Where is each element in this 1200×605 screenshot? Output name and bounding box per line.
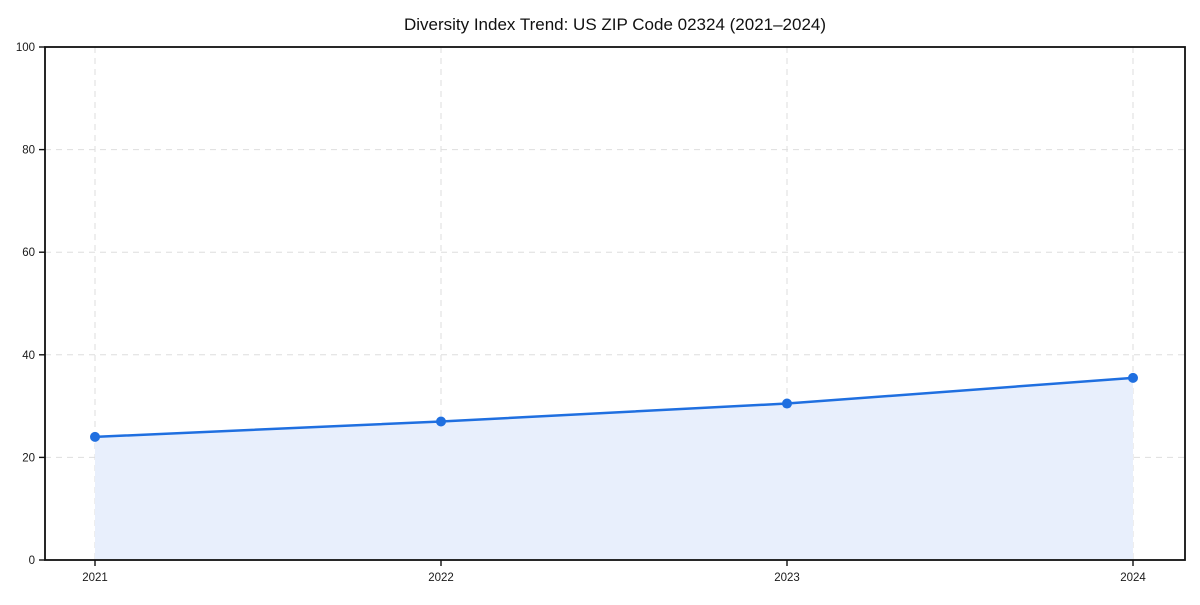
plot-border bbox=[44, 46, 1186, 561]
x-tick-label: 2022 bbox=[428, 572, 454, 584]
y-tick-label: 40 bbox=[22, 350, 35, 362]
y-tick-label: 100 bbox=[16, 42, 35, 54]
x-tick-label: 2021 bbox=[82, 572, 108, 584]
y-tick-label: 20 bbox=[22, 452, 35, 464]
x-tick-label: 2023 bbox=[774, 572, 800, 584]
chart-series bbox=[90, 372, 1138, 560]
data-point-2023 bbox=[782, 398, 792, 409]
y-tick-label: 0 bbox=[29, 555, 35, 567]
data-point-2022 bbox=[436, 416, 446, 427]
chart-tick-labels: 0 20 40 60 80 100 2021 2022 2023 2024 bbox=[16, 42, 1147, 584]
data-point-2021 bbox=[90, 431, 100, 442]
area-fill bbox=[95, 377, 1133, 560]
y-tick-label: 80 bbox=[22, 145, 35, 157]
chart-axes bbox=[39, 46, 1186, 566]
y-tick-label: 60 bbox=[22, 247, 35, 259]
data-point-2024 bbox=[1128, 372, 1138, 383]
chart-title: Diversity Index Trend: US ZIP Code 02324… bbox=[404, 15, 826, 34]
trend-line bbox=[93, 376, 1135, 439]
x-tick-label: 2024 bbox=[1120, 572, 1146, 584]
